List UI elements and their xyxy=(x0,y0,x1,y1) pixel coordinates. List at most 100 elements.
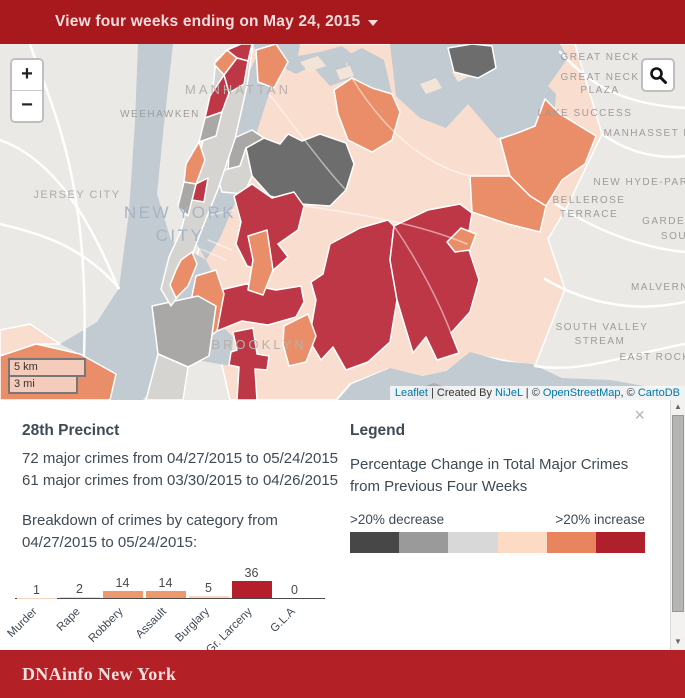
legend-color-ramp xyxy=(350,532,646,553)
attribution-text: | Created By xyxy=(427,387,496,399)
scrollbar-thumb[interactable] xyxy=(672,415,684,612)
bar-column: 5 xyxy=(187,581,230,598)
map-basemap-shape xyxy=(390,44,568,140)
crime-count-previous: 61 major crimes from 03/30/2015 to 04/26… xyxy=(22,472,339,489)
info-panel: × 28th Precinct 72 major crimes from 04/… xyxy=(0,400,685,657)
openstreetmap-link[interactable]: OpenStreetMap xyxy=(542,387,621,399)
bar-column: 36 xyxy=(230,566,273,598)
map-label-malverne: MALVERN xyxy=(631,282,685,293)
scrollbar-up-arrow-icon[interactable]: ▲ xyxy=(674,402,682,411)
zoom-out-button[interactable]: − xyxy=(12,90,42,121)
map-label-brooklyn: BROOKLYN xyxy=(211,337,306,352)
map-attribution: Leaflet | Created By NiJeL | © OpenStree… xyxy=(389,386,685,400)
map-basemap-shape xyxy=(268,93,347,191)
bar-value-label: 2 xyxy=(76,582,83,597)
map-label-east-rockaway: EAST ROCK xyxy=(619,352,685,363)
attribution-text: , © xyxy=(620,387,638,399)
legend-box: Legend Percentage Change in Total Major … xyxy=(350,422,650,553)
map-label-garden-1: GARDEN xyxy=(642,216,685,227)
precinct-region[interactable] xyxy=(215,147,253,195)
map-label-garden-2: SOU xyxy=(661,231,685,242)
bar-column: 2 xyxy=(58,582,101,598)
precinct-region[interactable] xyxy=(446,227,477,253)
map-basemap-shape xyxy=(543,277,685,308)
bar-column: 1 xyxy=(15,583,58,598)
precinct-region[interactable] xyxy=(247,229,274,296)
search-icon xyxy=(650,67,667,84)
map-label-manhattan: MANHATTAN xyxy=(185,82,291,97)
bar-value-label: 14 xyxy=(115,576,130,591)
precinct-region[interactable] xyxy=(255,44,289,89)
legend-title: Legend xyxy=(350,422,406,439)
precinct-region[interactable] xyxy=(447,44,497,79)
precinct-region[interactable] xyxy=(0,323,61,357)
map-label-great-neck: GREAT NECK xyxy=(560,52,639,63)
map-label-south-valley-2: STREAM xyxy=(575,336,626,347)
precinct-region[interactable] xyxy=(204,74,230,119)
map-label-lake-success: LAKE SUCCESS xyxy=(538,108,633,119)
map-basemap-shape xyxy=(0,138,120,290)
precinct-region[interactable] xyxy=(145,353,189,400)
bar-chart-x-axis: Murder Rape Robbery Assault Burglary Gr. Larc… xyxy=(6,599,325,657)
scale-mi: 3 mi xyxy=(8,375,78,394)
precinct-region[interactable] xyxy=(469,175,547,233)
scale-control: 5 km 3 mi xyxy=(8,358,86,394)
map-label-weehawken: WEEHAWKEN xyxy=(120,109,200,120)
precinct-region[interactable] xyxy=(183,141,206,185)
precinct-region[interactable] xyxy=(198,111,223,143)
bar xyxy=(231,581,272,598)
bar-value-label: 5 xyxy=(205,580,212,595)
bar-column: 0 xyxy=(273,583,316,598)
precinct-region[interactable] xyxy=(333,77,401,153)
zoom-in-button[interactable]: + xyxy=(12,60,42,90)
bar-category-cell: Gr. Larceny xyxy=(204,599,273,657)
precinct-region[interactable] xyxy=(169,251,198,299)
bar-category-cell: Robbery xyxy=(87,599,144,651)
legend-description: Percentage Change in Total Major Crimes … xyxy=(350,456,629,495)
attribution-text: | © xyxy=(522,387,543,399)
map-basemap-shape xyxy=(336,66,354,80)
chevron-down-icon xyxy=(368,20,379,26)
crime-map[interactable]: JERSEY CITY WEEHAWKEN MANHATTAN NEW YORK… xyxy=(0,44,685,400)
bar xyxy=(59,597,100,598)
precinct-summary: 28th Precinct 72 major crimes from 04/27… xyxy=(22,422,342,554)
date-range-dropdown[interactable]: View four weeks ending on May 24, 2015 xyxy=(55,13,379,31)
date-range-label: View four weeks ending on May 24, 2015 xyxy=(55,13,361,30)
precinct-title: 28th Precinct xyxy=(22,422,120,439)
precinct-region[interactable] xyxy=(282,313,317,367)
leaflet-link[interactable]: Leaflet xyxy=(394,387,428,399)
cartodb-link[interactable]: CartoDB xyxy=(637,387,680,399)
precinct-region[interactable] xyxy=(226,44,253,62)
site-brand: DNAinfo New York xyxy=(22,663,177,684)
zoom-control: + − xyxy=(10,58,44,123)
legend-swatch xyxy=(546,532,596,553)
precinct-region[interactable] xyxy=(177,181,197,217)
breakdown-caption: Breakdown of crimes by category from 04/… xyxy=(22,512,278,551)
map-label-great-neck-plaza-1: GREAT NECK xyxy=(560,72,639,83)
precinct-region[interactable] xyxy=(228,327,270,400)
map-basemap-shape xyxy=(554,202,685,254)
close-icon[interactable]: × xyxy=(634,405,645,425)
map-basemap-shape xyxy=(300,56,326,72)
precinct-region[interactable] xyxy=(308,219,398,371)
map-basemap-shape xyxy=(558,50,685,110)
map-label-city: CITY xyxy=(156,226,205,245)
bar-category-cell: G.L.A xyxy=(269,599,316,651)
legend-swatch xyxy=(595,532,646,553)
map-label-great-neck-plaza-2: PLAZA xyxy=(580,85,619,96)
date-range-header: View four weeks ending on May 24, 2015 xyxy=(0,0,685,44)
panel-scrollbar[interactable]: ▲ ▼ xyxy=(670,400,685,650)
search-button[interactable] xyxy=(641,58,675,92)
bar-category-label: Rape xyxy=(54,605,83,634)
scrollbar-down-arrow-icon[interactable]: ▼ xyxy=(674,637,682,646)
nijel-link[interactable]: NiJeL xyxy=(495,387,523,399)
bar-category-cell: Murder xyxy=(6,599,58,651)
legend-swatch xyxy=(350,532,400,553)
bar-value-label: 14 xyxy=(158,576,173,591)
map-basemap-shape xyxy=(351,77,471,177)
map-basemap-shape xyxy=(303,205,468,245)
crime-bar-chart: 1 2 14 14 5 36 0 Murder Rape Robbery Assault Burgl… xyxy=(6,560,325,657)
bar-chart-plot-area: 1 2 14 14 5 36 0 xyxy=(15,560,325,599)
map-canvas: JERSEY CITY WEEHAWKEN MANHATTAN NEW YORK… xyxy=(0,44,685,400)
